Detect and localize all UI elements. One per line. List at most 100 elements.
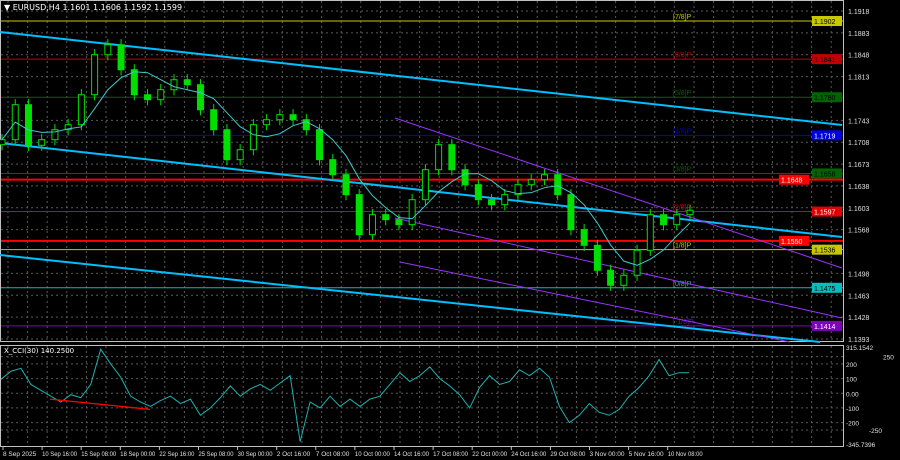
cci-tick-label: -100 (846, 406, 859, 413)
price-tag-label: 1.1475 (814, 286, 836, 293)
candle-body (501, 194, 509, 206)
price-tick-label: 1.1603 (848, 206, 870, 213)
candle-body (38, 139, 46, 146)
candle-body (567, 194, 575, 231)
time-tick-label: 30 Sep 00:00 (238, 451, 273, 458)
price-tick-label: 1.1708 (848, 140, 870, 147)
price-tag-label: 1.1597 (814, 210, 836, 217)
time-tick-label: 7 Oct 08:00 (316, 451, 350, 458)
price-tag-label: 1.1841 (814, 57, 836, 64)
candle-body (554, 174, 562, 196)
cci-tick-label: 100 (846, 377, 857, 384)
time-tick-label: 22 Sep 16:00 (159, 451, 194, 458)
candle-body (0, 139, 6, 146)
candle-body (620, 274, 628, 286)
candle-body (289, 114, 297, 121)
cci-divergence-line (49, 398, 151, 411)
candle-body (382, 214, 390, 221)
murrey-level-label: [4/8]P (673, 128, 692, 135)
candle-body (223, 129, 231, 161)
price-tick-label: 1.1918 (848, 9, 870, 16)
time-tick-label: 15 Sep 08:00 (81, 451, 116, 458)
candle-body (514, 184, 522, 196)
price-tag (812, 130, 842, 141)
price-tag (812, 282, 842, 293)
murrey-level-label: [0/8]P (673, 281, 692, 288)
candle-body (91, 54, 99, 96)
murrey-level-label: [3/8]P (673, 166, 692, 173)
price-tag (812, 54, 842, 65)
murrey-level-label: [-1/8]P (673, 319, 694, 326)
price-tick-label: 1.1673 (848, 162, 870, 169)
time-tick-label: 10 Nov 08:00 (668, 451, 703, 458)
candle-body (170, 79, 178, 91)
price-tag (812, 244, 842, 255)
price-tick-label: 1.1848 (848, 53, 870, 60)
candle-body (196, 84, 204, 111)
candle-body (157, 89, 165, 101)
candle-body (488, 199, 496, 206)
price-tick-label: 1.1743 (848, 118, 870, 125)
price-pane-border (0, 0, 844, 342)
price-tag (812, 320, 842, 331)
cci-title: X_CCI(30) 140.2500 (4, 347, 75, 355)
candle-body (302, 119, 310, 131)
price-tick-label: 1.1393 (848, 337, 870, 344)
regression-channel-line (394, 217, 843, 319)
candle-body (408, 199, 416, 226)
price-tag-label: 1.1658 (814, 171, 836, 178)
candle-body (395, 219, 403, 226)
price-tag (812, 206, 842, 217)
time-tick-label: 5 Nov 16:00 (629, 451, 664, 458)
candle-body (633, 249, 641, 276)
time-tick-label: 8 Sep 2025 (3, 451, 37, 458)
time-tick-label: 10 Oct 00:00 (355, 451, 390, 458)
candle-body (183, 79, 191, 86)
price-tag (812, 92, 842, 103)
time-tick-label: 18 Sep 00:00 (120, 451, 155, 458)
cci-pane-border (0, 345, 844, 447)
cci-tick-label: -200 (846, 421, 859, 428)
candle-body (144, 94, 152, 101)
candle-body (276, 114, 284, 121)
price-tag (812, 168, 842, 179)
price-tick-label: 1.1813 (848, 75, 870, 82)
time-tick-label: 3 Nov 00:00 (590, 451, 625, 458)
price-tag-label: 1.1902 (814, 19, 836, 26)
candle-body (540, 174, 548, 181)
candle-body (263, 119, 271, 126)
price-tick-label: 1.1568 (848, 228, 870, 235)
cci-tick-label: -345.7396 (846, 442, 876, 449)
time-tick-label: 22 Oct 00:00 (472, 451, 507, 458)
price-tag-label: 1.1780 (814, 95, 836, 102)
price-tag (779, 174, 809, 185)
time-tick-label: 2 Oct 16:00 (277, 451, 311, 458)
trend-channel-line (0, 31, 843, 126)
candle-body (580, 229, 588, 246)
candle-body (435, 144, 443, 171)
candle-body (607, 269, 615, 286)
price-tag-label: 1.1719 (814, 133, 836, 140)
price-tag-label: 1.1550 (781, 239, 803, 246)
time-tick-label: 29 Oct 08:00 (550, 451, 585, 458)
price-tag-label: 1.1414 (814, 324, 836, 331)
time-tick-label: 24 Oct 16:00 (511, 451, 546, 458)
candle-body (316, 129, 324, 161)
candle-body (329, 159, 337, 176)
price-tag (812, 15, 842, 26)
price-tag (779, 235, 809, 246)
price-tick-label: 1.1428 (848, 315, 870, 322)
candle-body (104, 44, 112, 56)
murrey-level-label: [5/8]P (673, 90, 692, 97)
murrey-level-label: [2/8]P (673, 205, 692, 212)
candle-body (355, 194, 363, 236)
price-tick-label: 1.1638 (848, 184, 870, 191)
price-tick-label: 1.1463 (848, 293, 870, 300)
candle-body (249, 124, 257, 151)
candle-body (342, 174, 350, 196)
triangle-down-icon[interactable]: ▼ (4, 3, 11, 12)
price-tick-label: 1.1883 (848, 31, 870, 38)
cci-line (0, 348, 689, 442)
